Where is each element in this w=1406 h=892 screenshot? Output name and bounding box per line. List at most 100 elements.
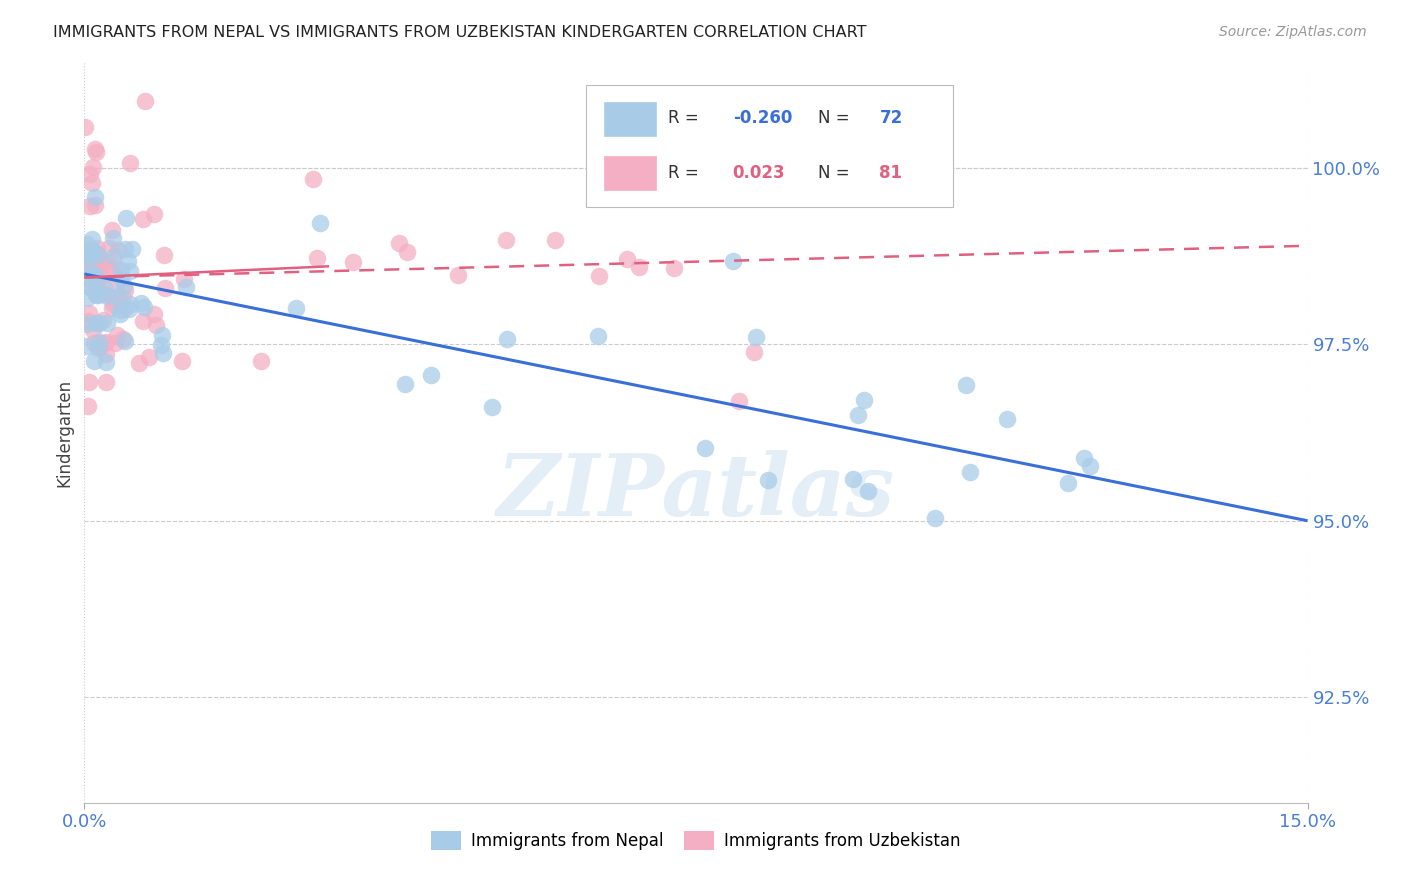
Point (86, 288, 108, 302)
Point (1080, 459, 1102, 474)
FancyBboxPatch shape (605, 156, 655, 190)
Point (1057, 476, 1080, 491)
Point (170, 353, 193, 368)
Point (79, 280, 101, 294)
Point (90, 287, 112, 301)
Point (76, 339, 98, 353)
Point (118, 156, 141, 170)
Text: IMMIGRANTS FROM NEPAL VS IMMIGRANTS FROM UZBEKISTAN KINDERGARTEN CORRELATION CHA: IMMIGRANTS FROM NEPAL VS IMMIGRANTS FROM… (53, 25, 868, 40)
Point (129, 296, 152, 310)
Point (76, 236, 98, 251)
Point (79, 248, 101, 262)
Point (108, 303, 131, 318)
Point (79, 280, 101, 294)
Point (955, 377, 977, 392)
Point (76, 291, 98, 305)
Point (76, 244, 98, 259)
Point (96, 289, 118, 303)
Point (132, 212, 155, 227)
Point (77, 375, 100, 389)
Point (284, 301, 307, 315)
Point (80, 273, 103, 287)
Point (104, 335, 127, 350)
Point (80, 176, 103, 190)
Point (79, 167, 101, 181)
Point (110, 271, 132, 285)
Text: R =: R = (668, 164, 704, 183)
Point (86, 276, 108, 290)
Point (75, 254, 97, 268)
Point (120, 297, 142, 311)
Point (112, 279, 135, 293)
Point (388, 236, 411, 251)
Point (82, 268, 104, 282)
Point (90, 256, 112, 270)
Text: Source: ZipAtlas.com: Source: ZipAtlas.com (1219, 25, 1367, 39)
Point (107, 243, 129, 257)
Point (83, 198, 105, 212)
Legend: Immigrants from Nepal, Immigrants from Uzbekistan: Immigrants from Nepal, Immigrants from U… (432, 830, 960, 850)
Text: -0.260: -0.260 (733, 109, 792, 127)
Point (152, 345, 174, 359)
Point (693, 441, 716, 455)
Point (83, 268, 105, 283)
Point (77, 399, 100, 413)
Point (84, 316, 107, 330)
Point (496, 332, 519, 346)
Point (742, 345, 765, 359)
Point (94, 375, 117, 389)
Point (87, 264, 110, 278)
Text: N =: N = (818, 164, 855, 183)
Point (728, 394, 751, 409)
Point (616, 252, 638, 266)
Point (89, 316, 111, 330)
Point (419, 368, 441, 383)
Point (856, 483, 879, 498)
Point (82, 160, 104, 174)
Point (101, 301, 124, 315)
Point (302, 171, 325, 186)
Point (108, 307, 131, 321)
Point (110, 263, 132, 277)
Point (447, 268, 470, 282)
Point (101, 231, 124, 245)
Point (134, 300, 156, 314)
Point (83, 143, 105, 157)
Point (103, 292, 125, 306)
Point (745, 330, 768, 344)
Point (83, 285, 105, 300)
Point (77, 249, 100, 263)
Point (924, 511, 946, 525)
Point (134, 94, 156, 108)
Point (86, 288, 108, 302)
Point (94, 334, 117, 349)
Point (103, 266, 125, 280)
Point (114, 283, 136, 297)
Point (153, 281, 176, 295)
Point (249, 354, 271, 368)
Point (495, 234, 517, 248)
Point (481, 400, 503, 414)
Text: 81: 81 (880, 164, 903, 183)
Point (82, 323, 104, 337)
Point (394, 377, 416, 392)
Point (77, 306, 100, 320)
Point (174, 279, 197, 293)
Point (76, 260, 98, 275)
Point (82, 232, 104, 246)
Text: ZIPatlas: ZIPatlas (496, 450, 896, 533)
Point (853, 392, 876, 407)
Point (83, 354, 105, 368)
Text: 72: 72 (880, 109, 903, 127)
Point (93, 313, 115, 327)
Point (662, 260, 685, 275)
Point (79, 199, 101, 213)
Point (308, 216, 330, 230)
Point (89, 335, 111, 350)
Point (143, 206, 166, 220)
Point (82, 251, 104, 265)
Point (586, 329, 609, 343)
Point (94, 354, 117, 368)
Point (79, 244, 101, 258)
Point (90, 269, 112, 284)
